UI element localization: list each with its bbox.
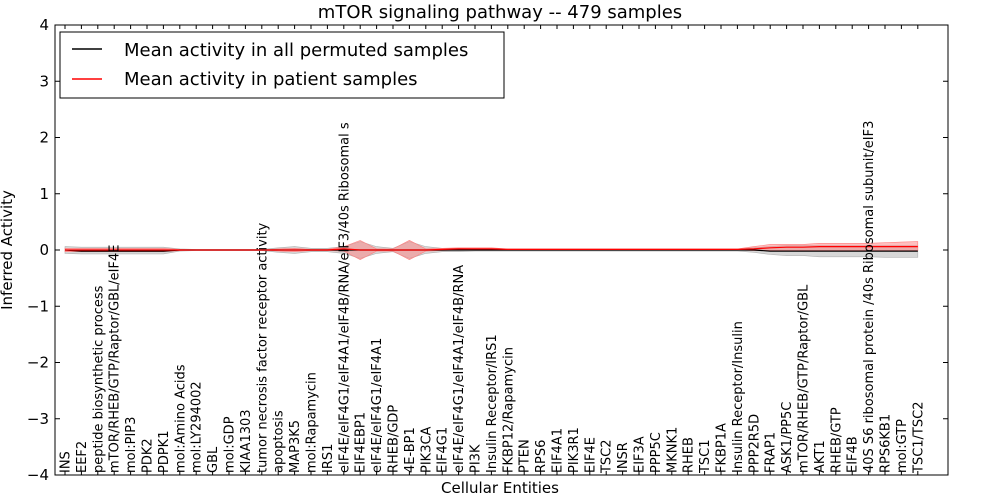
chart-title: mTOR signaling pathway -- 479 samples — [318, 2, 682, 23]
x-category-label: mol:PIP3 — [124, 417, 139, 473]
x-category-labels: INS EEF2 peptide biosynthetic process mTOR/… — [59, 121, 927, 474]
x-category-label: EIF4G1 — [436, 427, 451, 473]
x-category-label: EIF3A — [633, 436, 648, 473]
x-category-label: RHEB/GTP — [829, 407, 844, 473]
series-lines — [64, 246, 918, 252]
x-category-label: INSR — [616, 442, 631, 473]
x-category-label: mol:GTP — [895, 419, 910, 473]
y-tick-label: 3 — [39, 72, 49, 90]
x-category-label: mol:LY294002 — [190, 381, 205, 473]
y-tick-label: −3 — [27, 410, 49, 428]
x-category-label: TSC2 — [600, 439, 615, 474]
x-category-label: MAP3K5 — [288, 420, 303, 473]
x-category-label: EIF4EBP1 — [354, 412, 369, 473]
legend: Mean activity in all permuted samples Me… — [59, 31, 505, 99]
y-tick-label: −2 — [27, 354, 49, 372]
x-category-label: PIK3R1 — [567, 427, 582, 473]
x-category-label: MKNK1 — [665, 427, 680, 473]
x-category-label: RHEB — [682, 437, 697, 473]
x-category-label: GBL — [206, 446, 221, 473]
x-category-label: TSC1 — [698, 439, 713, 474]
x-category-label: INS — [59, 451, 74, 473]
x-axis-label: Cellular Entities — [441, 479, 559, 497]
x-category-label: mTOR/RHEB/GTP/Raptor/GBL/eIF4E — [108, 244, 123, 473]
x-category-label: 40S S6 ribosomal protein /40s Ribosomal … — [862, 121, 877, 473]
x-category-label: eIF4E/eIF4G1/eIF4A1 — [370, 338, 385, 473]
x-category-label: PIK3CA — [419, 426, 434, 473]
y-tick-label: −4 — [27, 466, 49, 484]
legend-label-patient: Mean activity in patient samples — [124, 69, 418, 90]
y-tick-label: 2 — [39, 129, 49, 147]
x-category-label: apoptosis — [272, 410, 287, 473]
y-tick-label: 0 — [39, 241, 49, 259]
patient-mean-line — [65, 246, 918, 251]
x-category-label: KIAA1303 — [239, 409, 254, 473]
x-category-label: RHEB/GDP — [387, 405, 402, 473]
x-category-label: RPS6KB1 — [879, 414, 894, 473]
x-category-label: EEF2 — [75, 441, 90, 473]
x-category-label: Insulin Receptor/IRS1 — [485, 334, 500, 473]
x-category-label: EIF4B — [846, 436, 861, 473]
x-category-label: FKBP12/Rapamycin — [501, 347, 516, 473]
x-category-label: eIF4E/eIF4G1/eIF4A1/eIF4B/RNA/eIF3/40s R… — [337, 122, 352, 473]
x-category-label: eIF4E/eIF4G1/eIF4A1/eIF4B/RNA — [452, 265, 467, 473]
x-category-label: PTEN — [518, 439, 533, 473]
x-category-label: Insulin Receptor/Insulin — [731, 321, 746, 473]
x-category-label: mTOR/RHEB/GTP/Raptor/GBL — [797, 284, 812, 473]
x-category-label: 4E-BP1 — [403, 427, 418, 473]
x-category-label: PI3K — [469, 444, 484, 473]
x-category-label: peptide biosynthetic process — [91, 285, 106, 473]
x-category-label: TSC1/TSC2 — [911, 402, 926, 474]
x-category-label: PDK2 — [141, 438, 156, 473]
x-category-label: PDPK1 — [157, 431, 172, 474]
x-category-label: IRS1 — [321, 444, 336, 473]
legend-label-permuted: Mean activity in all permuted samples — [124, 40, 468, 61]
y-tick-label: −1 — [27, 297, 49, 315]
x-axis-ticks — [64, 25, 919, 475]
x-category-label: EIF4A1 — [551, 428, 566, 473]
x-category-label: FRAP1 — [764, 432, 779, 473]
y-tick-label: 4 — [39, 16, 49, 34]
x-category-label: mol:Rapamycin — [305, 372, 320, 473]
x-category-label: tumor necrosis factor receptor activity — [255, 222, 270, 473]
x-category-label: PPP2R5D — [747, 414, 762, 473]
x-category-label: ASK1/PP5C — [780, 402, 795, 473]
x-category-label: PPP5C — [649, 432, 664, 473]
x-category-label: EIF4E — [583, 437, 598, 473]
x-category-label: AKT1 — [813, 440, 828, 473]
y-tick-label: 1 — [39, 185, 49, 203]
y-axis-label: Inferred Activity — [0, 190, 16, 310]
legend-box — [59, 31, 505, 99]
x-category-label: FKBP1A — [715, 423, 730, 473]
x-category-label: RPS6 — [534, 440, 549, 473]
x-category-label: mol:GDP — [223, 416, 238, 473]
y-axis-ticks: 4 3 2 1 0 −1 −2 −3 −4 — [27, 16, 948, 484]
x-category-label: mol:Amino Acids — [173, 364, 188, 473]
